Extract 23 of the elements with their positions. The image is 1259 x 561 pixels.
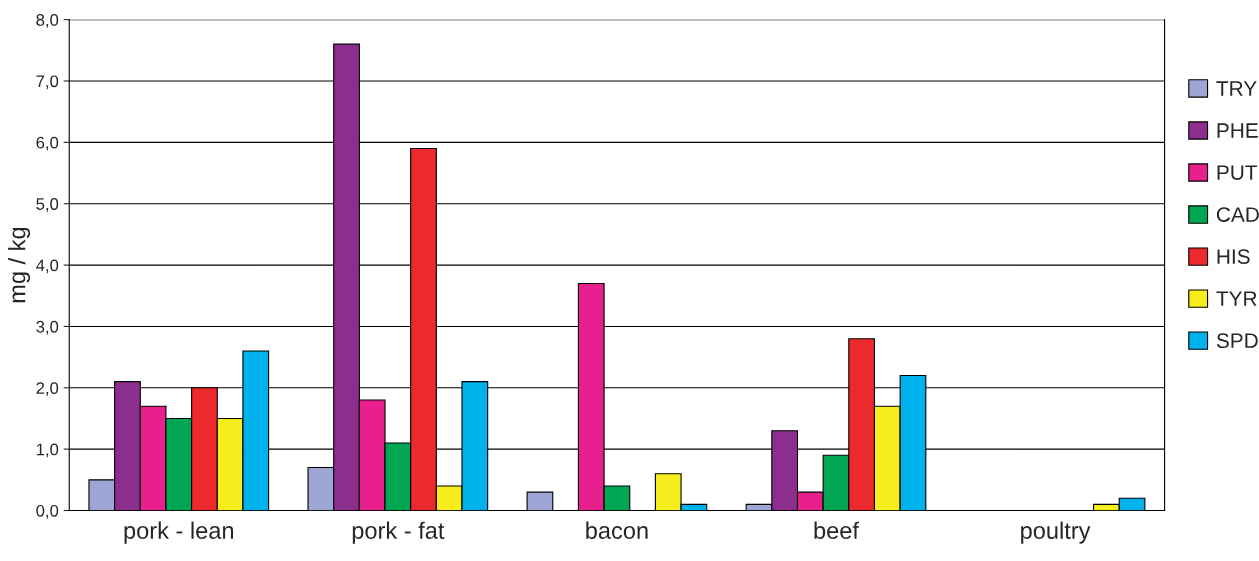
y-tick-label: 0,0 bbox=[36, 504, 59, 519]
x-tick-label: bacon bbox=[586, 521, 648, 539]
bar bbox=[526, 491, 554, 511]
y-tick-label: 1,0 bbox=[36, 443, 59, 458]
x-tick-label: pork - lean bbox=[124, 521, 234, 544]
legend-label: PHE bbox=[1217, 123, 1258, 138]
y-axis-title: mg / kg bbox=[8, 227, 31, 303]
y-tick-label: 6,0 bbox=[36, 136, 59, 151]
y-tick-label: 4,0 bbox=[36, 259, 59, 274]
legend-label: TYR bbox=[1216, 291, 1257, 306]
x-tick-label: poultry bbox=[1021, 521, 1091, 544]
y-tick-label: 2,0 bbox=[36, 382, 59, 396]
legend-label: SPD bbox=[1216, 333, 1258, 349]
x-tick-label: beef bbox=[814, 521, 859, 539]
y-tick-label: 3,0 bbox=[36, 320, 59, 335]
y-tick-label: 8,0 bbox=[36, 14, 59, 28]
y-tick-label: 5,0 bbox=[36, 198, 59, 212]
x-tick-label: pork - fat bbox=[352, 521, 445, 544]
legend-label: HIS bbox=[1217, 249, 1250, 264]
legend-label: PUT bbox=[1217, 165, 1258, 180]
legend-label: TRY bbox=[1216, 81, 1257, 96]
legend-label: CAD bbox=[1216, 207, 1259, 222]
y-tick-label: 7,0 bbox=[36, 75, 59, 90]
